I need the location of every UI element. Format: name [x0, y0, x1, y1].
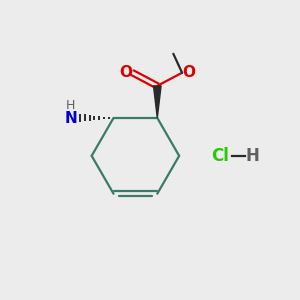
- Text: H: H: [66, 99, 75, 112]
- Text: Cl: Cl: [211, 147, 229, 165]
- Text: N: N: [64, 111, 77, 126]
- Text: O: O: [182, 65, 195, 80]
- Text: H: H: [245, 147, 259, 165]
- Polygon shape: [154, 86, 161, 118]
- Text: O: O: [120, 65, 133, 80]
